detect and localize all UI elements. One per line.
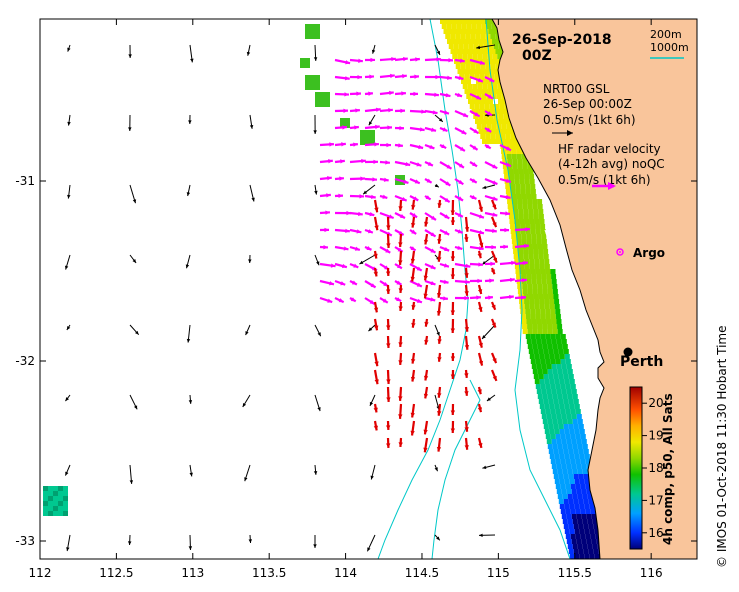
x-tick-label: 115: [487, 566, 510, 580]
argo-label: Argo: [633, 246, 665, 260]
x-tick-label: 112.5: [99, 566, 133, 580]
colorbar-label: 4h comp, p50, All Sats: [661, 393, 675, 545]
x-tick-label: 113.5: [252, 566, 286, 580]
colorbar-tick-label: 16: [648, 526, 663, 540]
map-time-title: 00Z: [522, 48, 552, 64]
radar-arrow-field: [319, 56, 530, 453]
model-legend-line1: NRT00 GSL: [543, 82, 610, 96]
y-tick-label: -33: [15, 534, 35, 548]
argo-float-marker[interactable]: [616, 248, 624, 256]
colorbar-tick-label: 17: [648, 493, 663, 507]
sst-field: [43, 19, 610, 559]
isobath-200m: [485, 19, 571, 559]
colorbar-tick-label: 20: [648, 396, 663, 410]
model-legend-line3: 0.5m/s (1kt 6h): [543, 113, 636, 127]
x-tick-label: 113: [181, 566, 204, 580]
radar-legend-arrow: [592, 182, 616, 190]
model-arrow-field: [64, 44, 496, 552]
map-date-title: 26-Sep-2018: [512, 32, 612, 48]
radar-legend-line1: HF radar velocity: [558, 142, 661, 156]
colorbar-tick-label: 18: [648, 461, 663, 475]
isobath-200m-coastal: [544, 229, 589, 431]
perth-label: Perth: [620, 354, 663, 370]
legend-200m: 200m: [650, 28, 682, 41]
x-tick-label: 115.5: [558, 566, 592, 580]
colorbar-tick-label: 19: [648, 429, 663, 443]
land-mass: [491, 19, 697, 559]
model-legend-arrow: [552, 130, 573, 136]
legend-1000m: 1000m: [650, 41, 689, 54]
y-tick-label: -31: [15, 174, 35, 188]
colorbar-ticks: 16 17 18 19 20: [642, 396, 664, 540]
isobath-1000m-b: [431, 379, 481, 559]
perth-marker[interactable]: [623, 347, 633, 357]
y-tick-label: -32: [15, 354, 35, 368]
x-tick-label: 114: [334, 566, 357, 580]
x-tick-label: 112: [29, 566, 52, 580]
credit-text: © IMOS 01-Oct-2018 11:30 Hobart Time: [715, 325, 729, 568]
radar-legend-line2: (4-12h avg) noQC: [558, 157, 665, 171]
model-legend-line2: 26-Sep 00:00Z: [543, 97, 632, 111]
radar-legend-line3: 0.5m/s (1kt 6h): [558, 173, 651, 187]
x-axis: 112 112.5 113 113.5 114 114.5 115 115.5 116: [29, 19, 663, 580]
colorbar: [629, 386, 643, 550]
plot-frame: [39, 18, 698, 560]
x-tick-label: 116: [640, 566, 663, 580]
x-tick-label: 114.5: [405, 566, 439, 580]
y-axis: -31 -32 -33: [15, 174, 697, 548]
